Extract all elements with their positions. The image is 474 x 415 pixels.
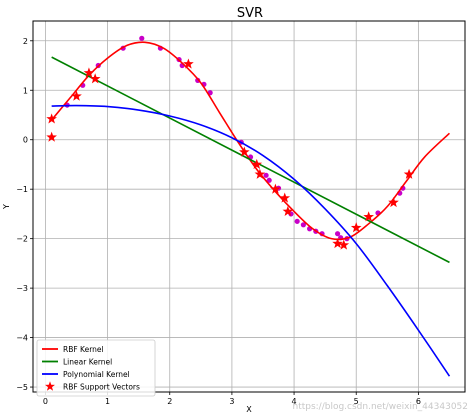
support-vector-star [270, 183, 281, 194]
legend-box [36, 339, 156, 397]
y-axis-label: Y [2, 204, 11, 210]
y-tick-label: 2 [23, 37, 28, 46]
support-vector-star [363, 211, 374, 222]
data-point [334, 231, 341, 237]
data-point [294, 218, 300, 224]
x-tick-label: 2 [167, 397, 172, 406]
support-vector-star [332, 238, 343, 249]
chart-title: SVR [237, 6, 263, 21]
support-vector-star [338, 239, 350, 250]
legend: RBF Kernel Linear Kernel Polynomial Kernel… [36, 339, 156, 397]
y-tick-label: −4 [16, 334, 28, 343]
x-tick-label: 6 [416, 397, 421, 406]
linear-kernel-line [51, 56, 450, 264]
data-point [263, 172, 269, 178]
x-tick-label: 0 [43, 397, 48, 406]
support-vector-star [46, 113, 57, 124]
support-vector-star [83, 67, 95, 78]
support-vector-star [282, 205, 294, 216]
support-vector-star [350, 222, 362, 233]
watermark: https://blog.csdn.net/weixin_44343052 [292, 402, 468, 412]
y-tick-label: −5 [16, 383, 28, 392]
y-tick-label: 1 [23, 86, 28, 95]
legend-label: Linear Kernel [63, 358, 112, 367]
support-vector-star [46, 131, 57, 142]
support-vector-star [89, 73, 101, 84]
y-tick-label: −2 [16, 235, 28, 244]
support-vector-star [388, 196, 399, 208]
support-vector-star [251, 158, 263, 169]
legend-label: RBF Kernel [63, 345, 104, 354]
y-tick-label: 0 [23, 136, 28, 145]
support-vector-star [239, 146, 250, 157]
legend-label: RBF Support Vectors [63, 383, 140, 392]
data-point [266, 177, 272, 183]
polynomial-kernel-line [51, 104, 451, 377]
plot-area [46, 35, 451, 377]
legend-swatch [45, 381, 55, 391]
axis-ticks: 0 1 2 3 4 5 6 2 1 0 −1 −2 −3 −4 −5 [16, 37, 421, 406]
data-point [139, 35, 145, 41]
support-vector-star [71, 90, 82, 101]
x-tick-label: 4 [292, 397, 297, 406]
plot-frame [32, 20, 466, 393]
support-vector-star [183, 58, 194, 69]
support-vector-star [403, 168, 415, 179]
support-vector-star [279, 192, 291, 203]
x-axis-label: X [246, 405, 252, 414]
support-vector-star [254, 168, 266, 179]
y-tick-label: −3 [16, 284, 28, 293]
x-tick-label: 1 [105, 397, 110, 406]
data-point [300, 222, 306, 228]
rbf-kernel-line [51, 41, 451, 241]
y-tick-label: −1 [16, 185, 28, 194]
legend-label: Polynomial Kernel [63, 370, 130, 379]
x-tick-label: 3 [229, 397, 234, 406]
grid [33, 21, 465, 392]
x-tick-label: 5 [354, 397, 359, 406]
